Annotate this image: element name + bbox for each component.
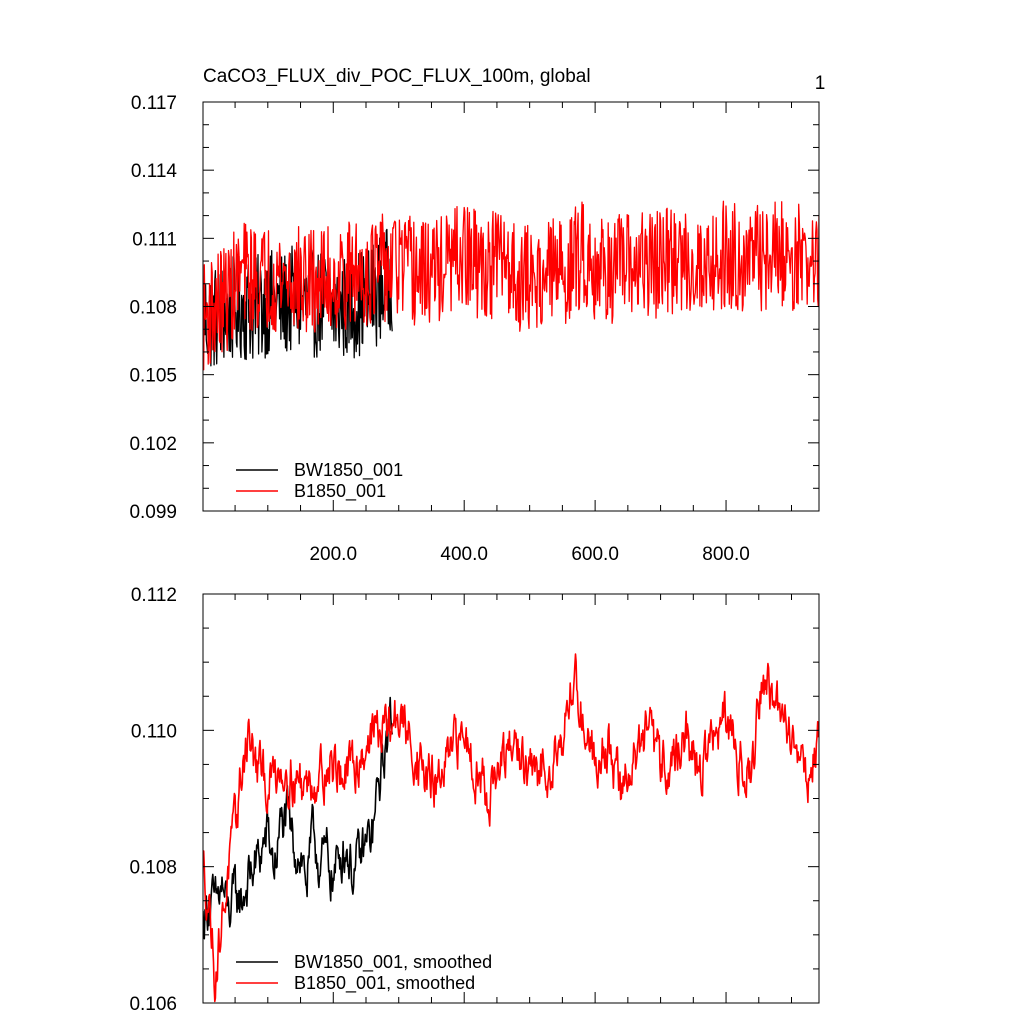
series-line-b1850-001-smoothed [203, 653, 819, 1003]
y-tick-label: 0.114 [131, 161, 178, 182]
series-lines [203, 200, 819, 371]
top-panel: CaCO3_FLUX_div_POC_FLUX_100m, global 1 0… [129, 66, 825, 565]
y-tick-label: 0.102 [129, 434, 177, 455]
x-tick-label: 400.0 [440, 544, 488, 565]
legend-label: BW1850_001, smoothed [294, 952, 492, 973]
y-tick-label: 0.108 [129, 858, 177, 879]
y-tick-label: 0.108 [129, 298, 177, 319]
series-line-b1850-001 [203, 200, 819, 371]
x-tick-label: 200.0 [309, 544, 357, 565]
legend-label: B1850_001 [294, 481, 386, 502]
chart-title: CaCO3_FLUX_div_POC_FLUX_100m, global [203, 66, 591, 87]
y-tick-label: 0.099 [129, 502, 177, 523]
panel-number-label: 1 [815, 73, 826, 94]
series-line-bw1850-001-smoothed [203, 696, 393, 940]
y-tick-label: 0.112 [131, 585, 177, 606]
x-tick-label: 800.0 [702, 544, 750, 565]
series-lines [203, 653, 819, 1003]
y-tick-label: 0.110 [131, 721, 177, 742]
y-tick-label: 0.105 [129, 366, 177, 387]
y-tick-label: 0.111 [132, 229, 177, 250]
bottom-panel: 0.106 0.108 0.110 0.112 BW1850_001, smoothed… [129, 585, 820, 1015]
y-tick-label: 0.117 [131, 93, 177, 114]
legend-label: BW1850_001 [294, 460, 403, 481]
y-tick-label: 0.106 [129, 994, 177, 1015]
legend-label: B1850_001, smoothed [294, 973, 475, 994]
x-tick-label: 600.0 [571, 544, 619, 565]
